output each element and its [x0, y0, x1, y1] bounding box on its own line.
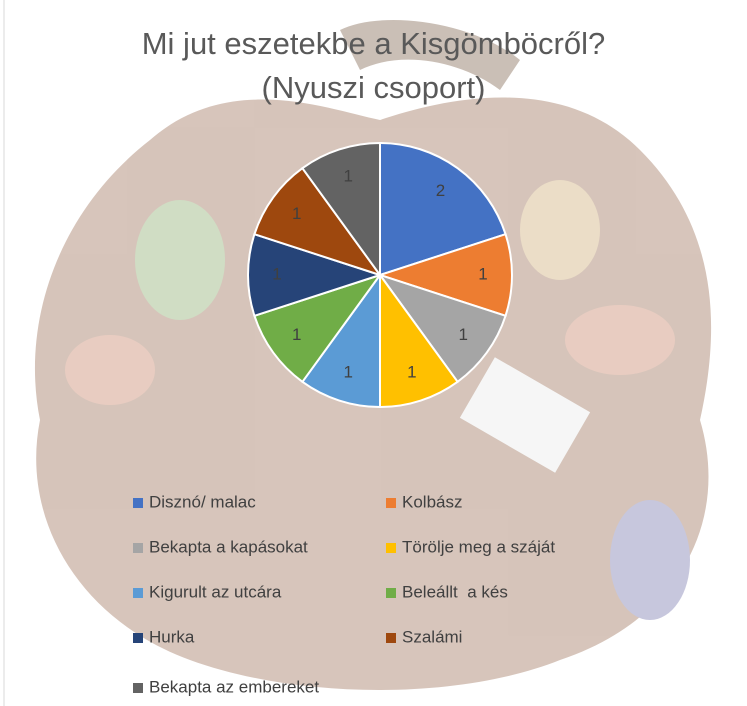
data-label: 2 [436, 181, 445, 200]
legend-swatch [133, 683, 143, 693]
data-label: 1 [292, 325, 301, 344]
page: 2 1 1 1 1 1 1 1 1 Disznó/ malac Kolbász Bekapta a k… [0, 0, 747, 706]
legend-label: Törölje meg a száját [402, 537, 555, 556]
data-label: 1 [292, 204, 301, 223]
legend-label: Bekapta a kapásokat [149, 537, 308, 556]
legend-swatch [386, 498, 396, 508]
legend-swatch [386, 633, 396, 643]
legend-label: Kigurult az utcára [149, 582, 282, 601]
legend-label: Bekapta az embereket [149, 677, 319, 696]
data-label: 1 [407, 362, 416, 381]
legend-swatch [386, 543, 396, 553]
legend-swatch [133, 543, 143, 553]
data-label: 1 [343, 167, 352, 186]
data-label: 1 [272, 264, 281, 283]
legend-label: Beleállt a kés [402, 582, 508, 601]
legend-label: Hurka [149, 627, 195, 646]
legend-swatch [133, 588, 143, 598]
data-label: 1 [459, 325, 468, 344]
legend-label: Disznó/ malac [149, 492, 256, 511]
legend-label: Kolbász [402, 492, 462, 511]
legend-swatch [133, 633, 143, 643]
data-label: 1 [343, 362, 352, 381]
legend-label: Szalámi [402, 627, 462, 646]
legend-swatch [386, 588, 396, 598]
chart-title: Mi jut eszetekbe a Kisgömböcről? (Nyuszi… [0, 22, 747, 110]
data-label: 1 [478, 264, 487, 283]
legend-swatch [133, 498, 143, 508]
